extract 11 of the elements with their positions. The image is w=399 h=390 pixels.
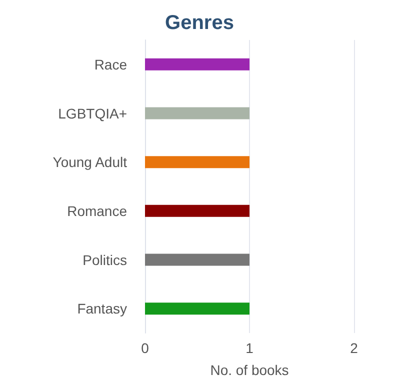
x-tick-label: 2 xyxy=(350,340,358,356)
y-tick-label: Race xyxy=(94,56,128,72)
y-tick-label: Young Adult xyxy=(52,154,128,170)
x-tick-label: 0 xyxy=(141,340,150,356)
y-tick-label: Fantasy xyxy=(77,300,127,317)
chart-title: Genres xyxy=(165,12,234,34)
x-axis-title: No. of books xyxy=(210,362,289,378)
y-tick-label: LGBTQIA+ xyxy=(58,105,127,122)
y-tick-label: Politics xyxy=(82,252,127,268)
x-tick-label: 1 xyxy=(246,340,254,356)
y-tick-label: Romance xyxy=(67,202,128,219)
